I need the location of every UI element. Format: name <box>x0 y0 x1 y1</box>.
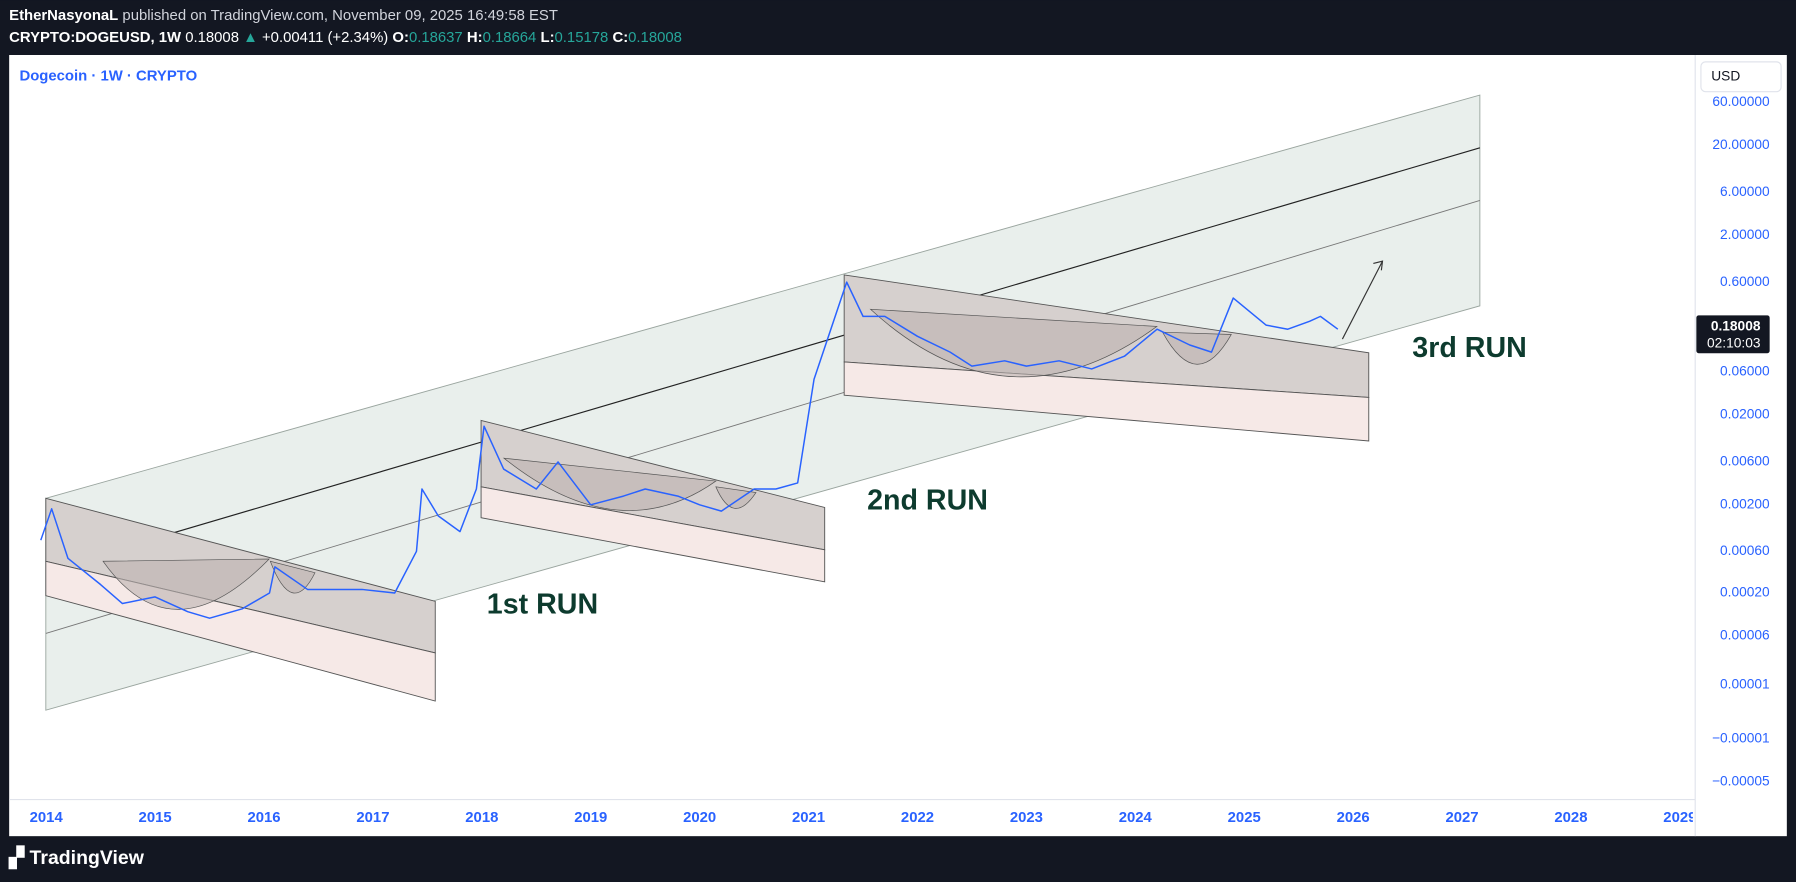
x-tick-label: 2025 <box>1228 810 1261 826</box>
x-tick-label: 2023 <box>1010 810 1043 826</box>
chart-title: Dogecoin · 1W · CRYPTO <box>19 69 197 85</box>
ohlc-key: H: <box>467 30 483 46</box>
plot <box>40 281 1339 619</box>
currency[interactable]: USD <box>1711 68 1740 83</box>
y-tick-label: 60.00000 <box>1712 94 1770 109</box>
symbol-bar: CRYPTO:DOGEUSD, 1W 0.18008 ▲ +0.00411 (+… <box>9 30 682 46</box>
ohlc-value: 0.15178 <box>555 30 609 46</box>
y-tick-label: −0.00001 <box>1712 731 1770 746</box>
y-tick-label: 0.60000 <box>1720 274 1770 289</box>
drawings <box>45 94 1481 711</box>
x-tick-label: 2027 <box>1445 810 1478 826</box>
ohlc-key: L: <box>540 30 554 46</box>
symbol: CRYPTO:DOGEUSD, 1W <box>9 30 182 46</box>
annotation: 3rd RUN <box>1412 332 1527 364</box>
last: 0.18008 <box>185 30 239 46</box>
brand: TradingView <box>30 847 145 869</box>
ohlc-value: 0.18664 <box>483 30 537 46</box>
x-tick-label: 2028 <box>1554 810 1587 826</box>
x-tick-label: 2016 <box>247 810 280 826</box>
x-axis: 2014 2015 2016 2017 2018 2019 2020 2021 2022 2023… <box>30 810 1696 826</box>
y-tick-label: 0.00060 <box>1720 543 1770 558</box>
x-tick-label: 2018 <box>465 810 498 826</box>
price-tag-label: 0.18008 <box>1711 319 1761 334</box>
y-tick-label: 0.00006 <box>1720 627 1770 642</box>
ohlc-key: O: <box>392 30 409 46</box>
author: EtherNasyonaL <box>9 8 118 24</box>
arrow: ▲ <box>243 30 258 46</box>
channel <box>45 94 1481 711</box>
currency-box[interactable] <box>1700 61 1782 93</box>
x-tick-label: 2020 <box>683 810 716 826</box>
y-tick-label: −0.00005 <box>1712 773 1770 788</box>
price-line <box>40 281 1339 619</box>
published: published on TradingView.com, November 0… <box>122 8 558 24</box>
y-tick-label: 6.00000 <box>1720 184 1770 199</box>
cup <box>715 486 757 509</box>
x-tick-label: 2014 <box>30 810 64 826</box>
x-tick-label: 2015 <box>139 810 172 826</box>
x-tick-label: 2026 <box>1337 810 1370 826</box>
y-tick-label: 0.00200 <box>1720 496 1770 511</box>
annotation: 2nd RUN <box>867 484 988 516</box>
change: +0.00411 (+2.34%) <box>262 30 388 46</box>
annotation: 1st RUN <box>487 589 598 621</box>
ohlc-value: 0.18008 <box>628 30 682 46</box>
arrow-head <box>1373 260 1384 271</box>
channel-line <box>45 147 1481 571</box>
down-channel <box>843 361 1370 442</box>
cup <box>269 560 316 594</box>
cup <box>502 457 717 511</box>
y-tick-label: 0.00600 <box>1720 454 1770 469</box>
x-tick-label: 2021 <box>792 810 825 826</box>
header: EtherNasyonaL published on TradingView.c… <box>9 8 558 24</box>
x-tick-label: 2019 <box>574 810 607 826</box>
logo: ▞ <box>8 846 29 870</box>
ohlc-value: 0.18637 <box>409 30 463 46</box>
y-tick-label: 0.06000 <box>1720 364 1770 379</box>
cup <box>869 308 1158 378</box>
x-tick-label: 2024 <box>1119 810 1153 826</box>
y-tick-label: 0.00001 <box>1720 676 1770 691</box>
x-tick-label: 2022 <box>901 810 934 826</box>
price-tag <box>1696 315 1770 354</box>
countdown: 02:10:03 <box>1707 336 1761 351</box>
arrow <box>1341 260 1384 340</box>
y-tick-label: 20.00000 <box>1712 137 1770 152</box>
cup <box>102 558 270 610</box>
down-channel <box>480 486 826 583</box>
y-tick-label: 0.00020 <box>1720 585 1770 600</box>
y-tick-label: 2.00000 <box>1720 227 1770 242</box>
x-tick-label: 2029 <box>1663 810 1696 826</box>
ohlc-key: C: <box>612 30 628 46</box>
footer-brand: ▞ TradingView <box>8 846 145 870</box>
x-tick-label: 2017 <box>356 810 389 826</box>
y-tick-label: 0.02000 <box>1720 407 1770 422</box>
